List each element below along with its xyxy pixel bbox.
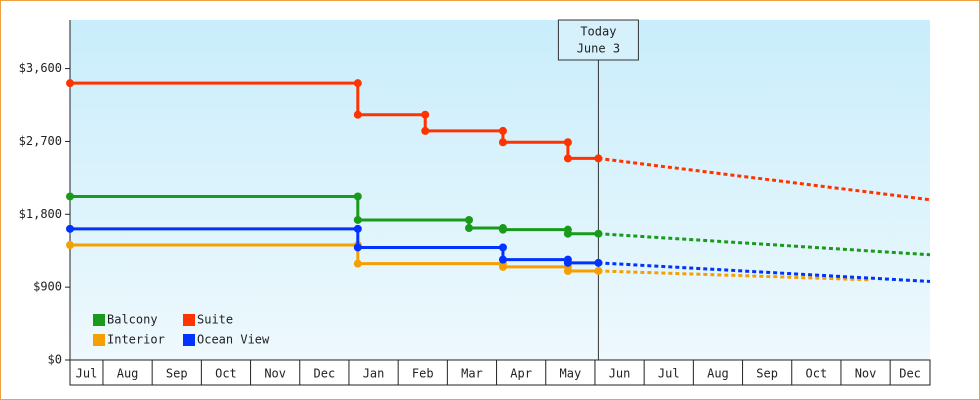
y-tick-label: $0 <box>48 353 62 367</box>
price-point <box>66 241 74 250</box>
legend-swatch <box>183 314 195 326</box>
price-point <box>353 192 362 201</box>
price-point <box>498 243 507 252</box>
plot-area <box>70 20 930 360</box>
x-tick-label: Mar <box>461 367 483 381</box>
legend-swatch <box>93 314 105 326</box>
price-point <box>498 262 507 271</box>
y-tick-label: $1,800 <box>19 207 62 221</box>
price-point <box>563 258 572 267</box>
price-point <box>594 229 603 238</box>
today-box <box>557 19 639 61</box>
price-point <box>498 255 507 264</box>
price-point <box>563 229 572 238</box>
x-tick-label: Jan <box>363 367 385 381</box>
x-tick-label: Oct <box>215 367 237 381</box>
price-point <box>465 224 474 233</box>
x-tick-label: Dec <box>314 367 336 381</box>
price-point <box>421 126 430 135</box>
today-label: June 3 <box>577 42 620 56</box>
price-point <box>465 215 474 224</box>
price-point <box>353 259 362 268</box>
legend-swatch <box>93 334 105 346</box>
x-axis-band <box>69 359 931 386</box>
x-tick-label: Nov <box>855 367 877 381</box>
x-tick-label: Sep <box>166 367 188 381</box>
x-tick-label: Sep <box>756 367 778 381</box>
y-tick-label: $2,700 <box>19 134 62 148</box>
x-tick-label: Aug <box>117 367 139 381</box>
today-label: Today <box>580 25 616 39</box>
price-point <box>498 126 507 135</box>
price-point <box>66 192 74 201</box>
x-tick-label: Feb <box>412 367 434 381</box>
price-point <box>353 110 362 119</box>
x-tick-label: Jul <box>658 367 680 381</box>
x-tick-label: Dec <box>899 367 921 381</box>
price-point <box>66 224 74 233</box>
price-point <box>563 138 572 147</box>
projection-line <box>598 232 931 257</box>
x-tick-label: Aug <box>707 367 729 381</box>
price-point <box>563 266 572 275</box>
price-point <box>498 225 507 234</box>
price-point <box>353 243 362 252</box>
legend-label: Balcony <box>107 313 158 327</box>
price-point <box>594 266 603 275</box>
price-point <box>594 154 603 163</box>
price-point <box>421 110 430 119</box>
price-point <box>353 224 362 233</box>
y-tick-label: $900 <box>33 280 62 294</box>
legend-label: Interior <box>107 333 165 347</box>
x-tick-label: Oct <box>806 367 828 381</box>
price-point <box>353 79 362 88</box>
legend-label: Ocean View <box>197 333 270 347</box>
x-tick-label: Apr <box>510 367 532 381</box>
x-tick-label: Jun <box>609 367 631 381</box>
price-point <box>498 138 507 147</box>
legend-label: Suite <box>197 313 233 327</box>
x-tick-label: Jul <box>76 367 98 381</box>
price-point <box>563 154 572 163</box>
price-line <box>70 81 599 160</box>
projection-line <box>598 261 931 283</box>
price-point <box>353 215 362 224</box>
legend-swatch <box>183 334 195 346</box>
x-tick-label: May <box>560 367 582 381</box>
y-tick-label: $3,600 <box>19 61 62 75</box>
x-tick-label: Nov <box>264 367 286 381</box>
price-point <box>66 79 74 88</box>
price-point <box>594 258 603 267</box>
projection-line <box>598 269 871 282</box>
